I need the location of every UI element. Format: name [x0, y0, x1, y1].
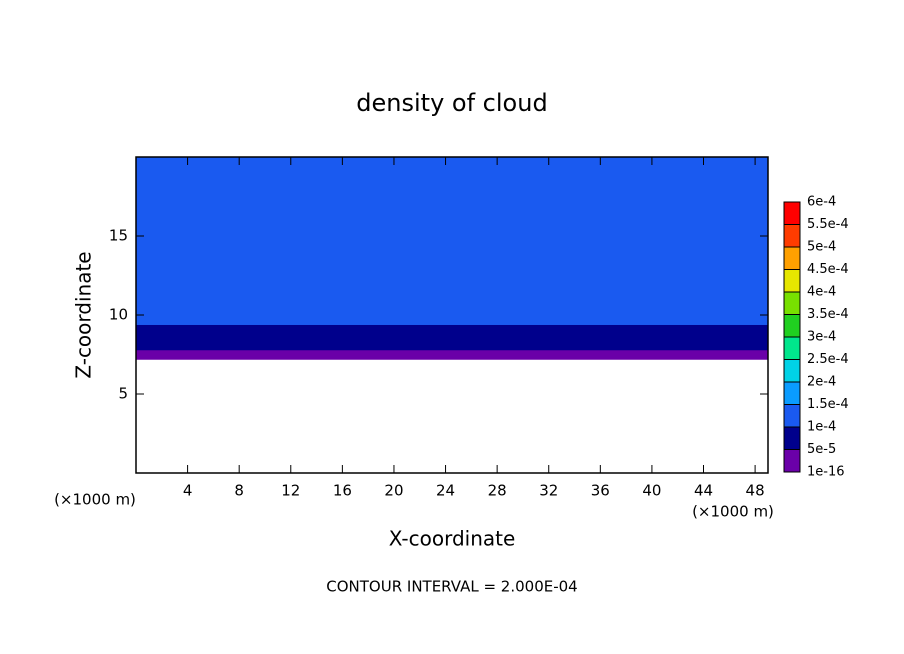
- contour-band: [136, 324, 768, 338]
- colorbar-label: 1e-16: [807, 465, 845, 480]
- colorbar-label: 2.5e-4: [807, 352, 849, 367]
- colorbar-segment: [784, 404, 800, 427]
- x-tick-label: 28: [488, 482, 507, 500]
- x-tick-label: 36: [591, 482, 610, 500]
- colorbar-label: 1.5e-4: [807, 397, 849, 412]
- y-axis-label: Z-coordinate: [72, 251, 96, 378]
- colorbar-label: 3.5e-4: [807, 307, 849, 322]
- contour-band: [136, 299, 768, 313]
- colorbar-label: 1e-4: [807, 420, 836, 435]
- contour-band: [136, 204, 768, 300]
- y-tick-label: 10: [109, 306, 128, 324]
- colorbar-segment: [784, 382, 800, 405]
- contour-band: [136, 175, 768, 205]
- x-tick-label: 32: [539, 482, 558, 500]
- colorbar-label: 3e-4: [807, 330, 836, 345]
- x-tick-label: 16: [333, 482, 352, 500]
- contour-band: [136, 311, 768, 325]
- x-tick-label: 40: [642, 482, 661, 500]
- x-tick-label: 20: [384, 482, 403, 500]
- colorbar-segment: [784, 202, 800, 225]
- contour-band: [136, 157, 768, 177]
- colorbar-label: 4.5e-4: [807, 262, 849, 277]
- colorbar-label: 6e-4: [807, 195, 836, 210]
- x-tick-label: 48: [746, 482, 765, 500]
- colorbar-segment: [784, 359, 800, 382]
- colorbar-label: 2e-4: [807, 375, 836, 390]
- colorbar-segment: [784, 314, 800, 337]
- colorbar-label: 5.5e-4: [807, 217, 849, 232]
- colorbar-segment: [784, 427, 800, 450]
- colorbar-segment: [784, 247, 800, 270]
- contour-note: CONTOUR INTERVAL = 2.000E-04: [326, 578, 577, 596]
- x-tick-label: 4: [183, 482, 193, 500]
- y-tick-label: 5: [118, 385, 128, 403]
- x-unit-label: (×1000 m): [54, 491, 136, 509]
- colorbar-segment: [784, 449, 800, 472]
- x-axis-label: X-coordinate: [389, 527, 516, 551]
- colorbar-label: 4e-4: [807, 285, 836, 300]
- chart-title: density of cloud: [356, 89, 547, 117]
- colorbar-label: 5e-4: [807, 240, 836, 255]
- colorbar-segment: [784, 224, 800, 247]
- y-tick-label: 15: [109, 227, 128, 245]
- x-tick-label: 8: [234, 482, 244, 500]
- x-unit-label: (×1000 m): [692, 503, 774, 521]
- x-tick-label: 24: [436, 482, 455, 500]
- colorbar-segment: [784, 292, 800, 315]
- colorbar-segment: [784, 269, 800, 292]
- contour-band: [136, 337, 768, 351]
- contour-band: [136, 349, 768, 360]
- colorbar-label: 5e-5: [807, 442, 836, 457]
- x-tick-label: 12: [281, 482, 300, 500]
- x-tick-label: 44: [694, 482, 713, 500]
- colorbar-segment: [784, 337, 800, 360]
